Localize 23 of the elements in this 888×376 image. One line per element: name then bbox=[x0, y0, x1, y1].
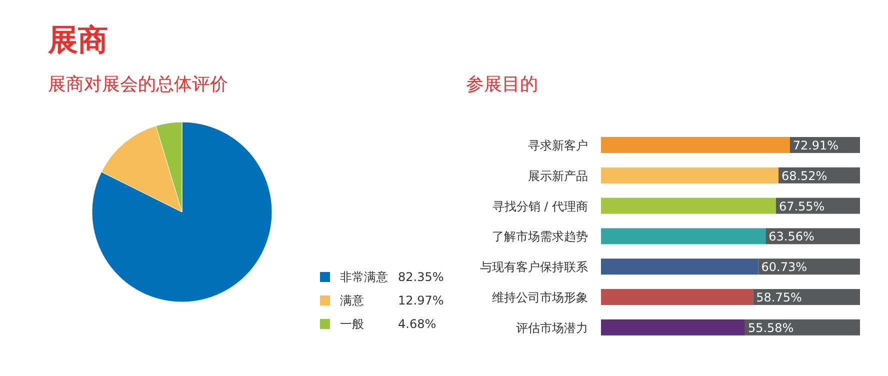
y-tick-label: 与现有客户保持联系 bbox=[480, 260, 588, 274]
legend-label: 非常满意 bbox=[340, 270, 388, 284]
y-tick-label: 维持公司市场形象 bbox=[492, 290, 588, 304]
data-label: 82.35% bbox=[398, 270, 444, 284]
data-label: 55.58% bbox=[748, 320, 794, 335]
y-tick-label: 评估市场潜力 bbox=[516, 320, 588, 335]
y-tick-label: 展示新产品 bbox=[528, 168, 588, 183]
data-label: 72.91% bbox=[792, 138, 839, 152]
data-label: 58.75% bbox=[756, 290, 802, 304]
legend-label: 满意 bbox=[340, 294, 364, 308]
data-label: 68.52% bbox=[781, 168, 828, 183]
data-label: 4.68% bbox=[398, 317, 436, 331]
chart-subtitle: 展商对展会的总体评价 bbox=[48, 74, 228, 95]
chart-title: 展商 bbox=[47, 23, 108, 58]
chart-title: 参展目的 bbox=[466, 74, 538, 95]
data-label: 12.97% bbox=[398, 294, 444, 308]
y-tick-label: 寻找分销 / 代理商 bbox=[492, 199, 588, 214]
y-tick-label: 了解市场需求趋势 bbox=[492, 230, 588, 244]
data-label: 60.73% bbox=[761, 260, 808, 274]
data-label: 63.56% bbox=[768, 230, 814, 244]
y-tick-label: 寻求新客户 bbox=[528, 138, 588, 152]
legend-label: 一般 bbox=[340, 317, 364, 331]
data-label: 67.55% bbox=[778, 199, 825, 214]
